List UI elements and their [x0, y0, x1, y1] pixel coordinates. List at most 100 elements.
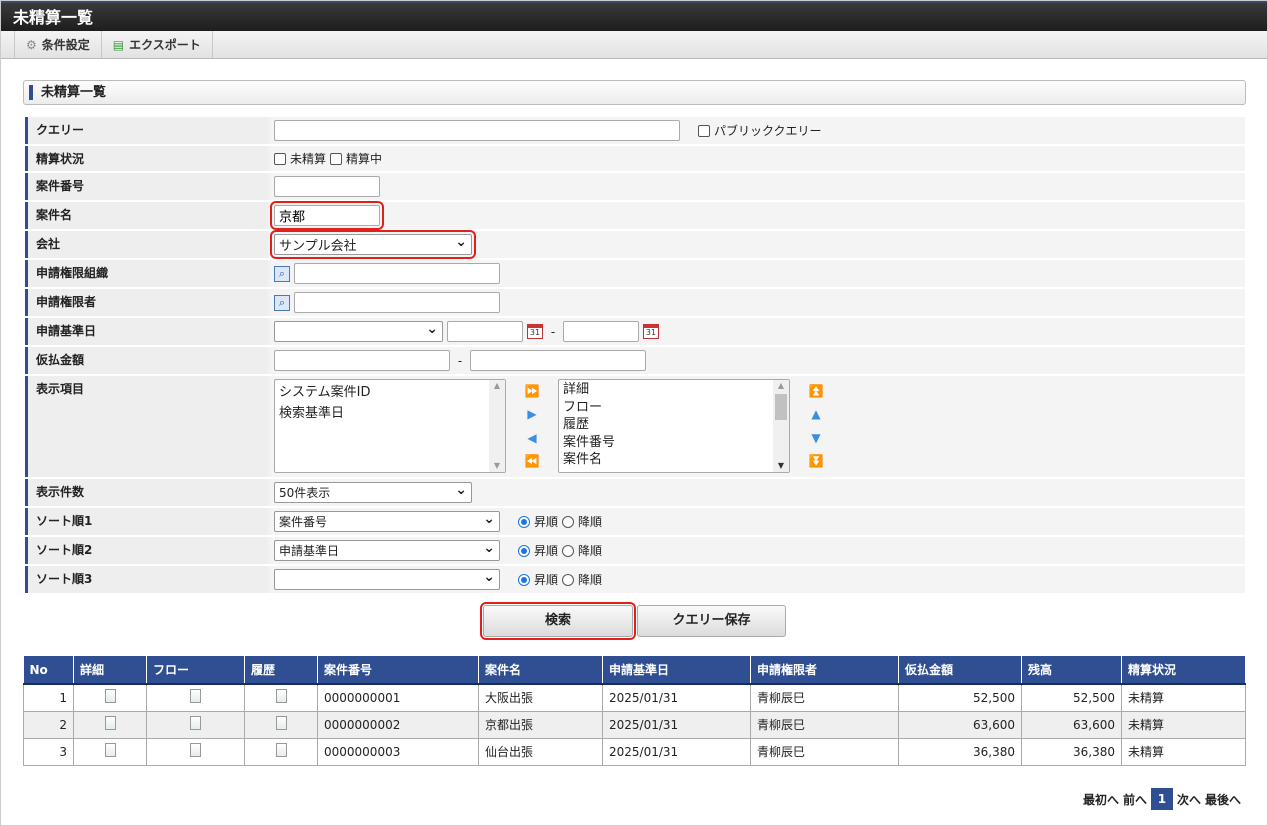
columns-label: 表示項目	[25, 376, 268, 477]
sort2-select[interactable]: 申請基準日	[274, 540, 500, 561]
column-header: No	[23, 656, 74, 685]
cell-amount: 36,380	[898, 737, 1022, 766]
gear-icon: ⚙	[26, 37, 37, 52]
column-header: 残高	[1021, 656, 1122, 685]
sort2-asc-radio[interactable]	[518, 544, 530, 557]
cell-flow	[146, 710, 245, 739]
move-down-icon[interactable]: ▼	[811, 430, 821, 445]
cell-no: 2	[23, 710, 74, 739]
flow-document-icon[interactable]	[190, 743, 201, 757]
detail-document-icon[interactable]	[104, 689, 116, 704]
results-table: No 詳細 フロー 履歴 案件番号 案件名 申請基準日 申請権限者 仮払金額 残高 精算状況 1 00…	[23, 656, 1246, 766]
history-document-icon[interactable]	[275, 716, 287, 730]
list-item[interactable]: 案件名	[563, 452, 603, 467]
amount-label: 仮払金額	[25, 347, 268, 374]
table-row: 3 0000000003 仙台出張 2025/01/31 青柳辰巳 36,380 36,38…	[23, 737, 1246, 766]
cell-no: 1	[23, 683, 74, 712]
sort3-asc-radio[interactable]	[518, 573, 530, 586]
cell-name: 仙台出張	[478, 737, 603, 766]
amount-from-input[interactable]	[274, 350, 450, 371]
sort1-desc-radio[interactable]	[562, 515, 575, 528]
search-icon[interactable]: ⌕	[274, 294, 290, 311]
date-to-input[interactable]	[563, 321, 639, 342]
amount-separator: -	[457, 353, 463, 368]
sort1-label: ソート順1	[25, 508, 268, 535]
applicant-input[interactable]	[294, 292, 500, 313]
scrollbar[interactable]: ▲ ▼	[489, 380, 505, 472]
search-button[interactable]: 検索	[480, 602, 636, 640]
public-query-checkbox[interactable]	[698, 124, 710, 137]
flow-document-icon[interactable]	[190, 716, 201, 730]
current-page[interactable]: 1	[1150, 788, 1173, 810]
sort1-asc-radio[interactable]	[518, 515, 530, 528]
case-name-input[interactable]	[270, 201, 384, 230]
unsettled-checkbox[interactable]	[274, 152, 286, 165]
column-header: フロー	[146, 656, 245, 685]
cell-history	[244, 710, 318, 739]
count-select[interactable]: 50件表示	[274, 482, 472, 503]
transfer-buttons: ⏩ ▶ ◀ ⏪	[512, 379, 552, 473]
move-all-left-icon[interactable]: ⏪	[524, 454, 540, 469]
cell-detail	[73, 710, 147, 739]
last-page-link[interactable]: 最後へ	[1204, 792, 1241, 807]
flow-document-icon[interactable]	[190, 689, 201, 704]
asc-label: 昇順	[534, 544, 559, 558]
cell-no: 3	[23, 737, 74, 766]
next-page-link[interactable]: 次へ	[1176, 792, 1201, 807]
export-button[interactable]: ▤ エクスポート	[100, 31, 213, 58]
settings-button[interactable]: ⚙ 条件設定	[14, 31, 101, 58]
prev-page-link[interactable]: 前へ	[1122, 792, 1147, 807]
cell-status: 未精算	[1121, 710, 1246, 739]
cell-name: 大阪出張	[478, 683, 603, 712]
sort2-desc-radio[interactable]	[562, 544, 575, 557]
cell-applicant: 青柳辰巳	[750, 737, 899, 766]
cell-amount: 52,500	[898, 683, 1022, 712]
list-item[interactable]: フロー	[563, 399, 603, 415]
move-all-right-icon[interactable]: ⏩	[524, 383, 540, 398]
unsettled-label: 未精算	[290, 152, 327, 166]
selected-columns-list[interactable]: 詳細 フロー 履歴 案件番号 案件名 ▲ ▼	[558, 379, 790, 473]
history-document-icon[interactable]	[275, 743, 287, 757]
case-no-input[interactable]	[274, 176, 380, 197]
column-header: 申請基準日	[602, 656, 751, 685]
sort3-select[interactable]	[274, 569, 500, 590]
asc-label: 昇順	[534, 573, 559, 587]
move-top-icon[interactable]: ⏫	[808, 383, 824, 398]
org-input[interactable]	[294, 263, 500, 284]
sort1-select[interactable]: 案件番号	[274, 511, 500, 532]
list-item[interactable]: 案件番号	[563, 434, 616, 450]
case-name-label: 案件名	[25, 202, 268, 229]
company-select[interactable]: サンプル会社	[270, 230, 476, 259]
cell-flow	[146, 737, 245, 766]
search-icon[interactable]: ⌕	[274, 265, 290, 282]
cell-balance: 52,500	[1021, 683, 1122, 712]
calendar-icon[interactable]: 31	[527, 324, 543, 339]
move-left-icon[interactable]: ◀	[527, 430, 537, 445]
available-columns-list[interactable]: システム案件ID 検索基準日 ▲ ▼	[274, 379, 506, 473]
date-separator: -	[550, 324, 556, 339]
query-input[interactable]	[274, 120, 680, 141]
base-date-label: 申請基準日	[25, 318, 268, 345]
move-bottom-icon[interactable]: ⏬	[808, 454, 824, 469]
calendar-icon[interactable]: 31	[643, 324, 659, 339]
detail-document-icon[interactable]	[104, 716, 116, 730]
list-item[interactable]: 履歴	[563, 417, 590, 432]
date-from-input[interactable]	[447, 321, 523, 342]
scrollbar[interactable]: ▲ ▼	[773, 380, 789, 472]
column-header: 履歴	[244, 656, 318, 685]
detail-document-icon[interactable]	[104, 743, 116, 757]
save-query-button[interactable]: クエリー保存	[637, 605, 786, 637]
list-item[interactable]: 検索基準日	[279, 406, 345, 421]
list-item[interactable]: システム案件ID	[279, 385, 371, 400]
query-label: クエリー	[25, 117, 268, 144]
amount-to-input[interactable]	[470, 350, 646, 371]
first-page-link[interactable]: 最初へ	[1082, 792, 1119, 807]
settling-checkbox[interactable]	[330, 152, 343, 165]
base-date-select[interactable]	[274, 321, 443, 342]
sort3-desc-radio[interactable]	[562, 573, 575, 586]
history-document-icon[interactable]	[275, 689, 287, 704]
move-right-icon[interactable]: ▶	[527, 407, 537, 422]
list-item[interactable]: 詳細	[563, 382, 590, 397]
cell-applicant: 青柳辰巳	[750, 683, 899, 712]
move-up-icon[interactable]: ▲	[811, 407, 821, 422]
